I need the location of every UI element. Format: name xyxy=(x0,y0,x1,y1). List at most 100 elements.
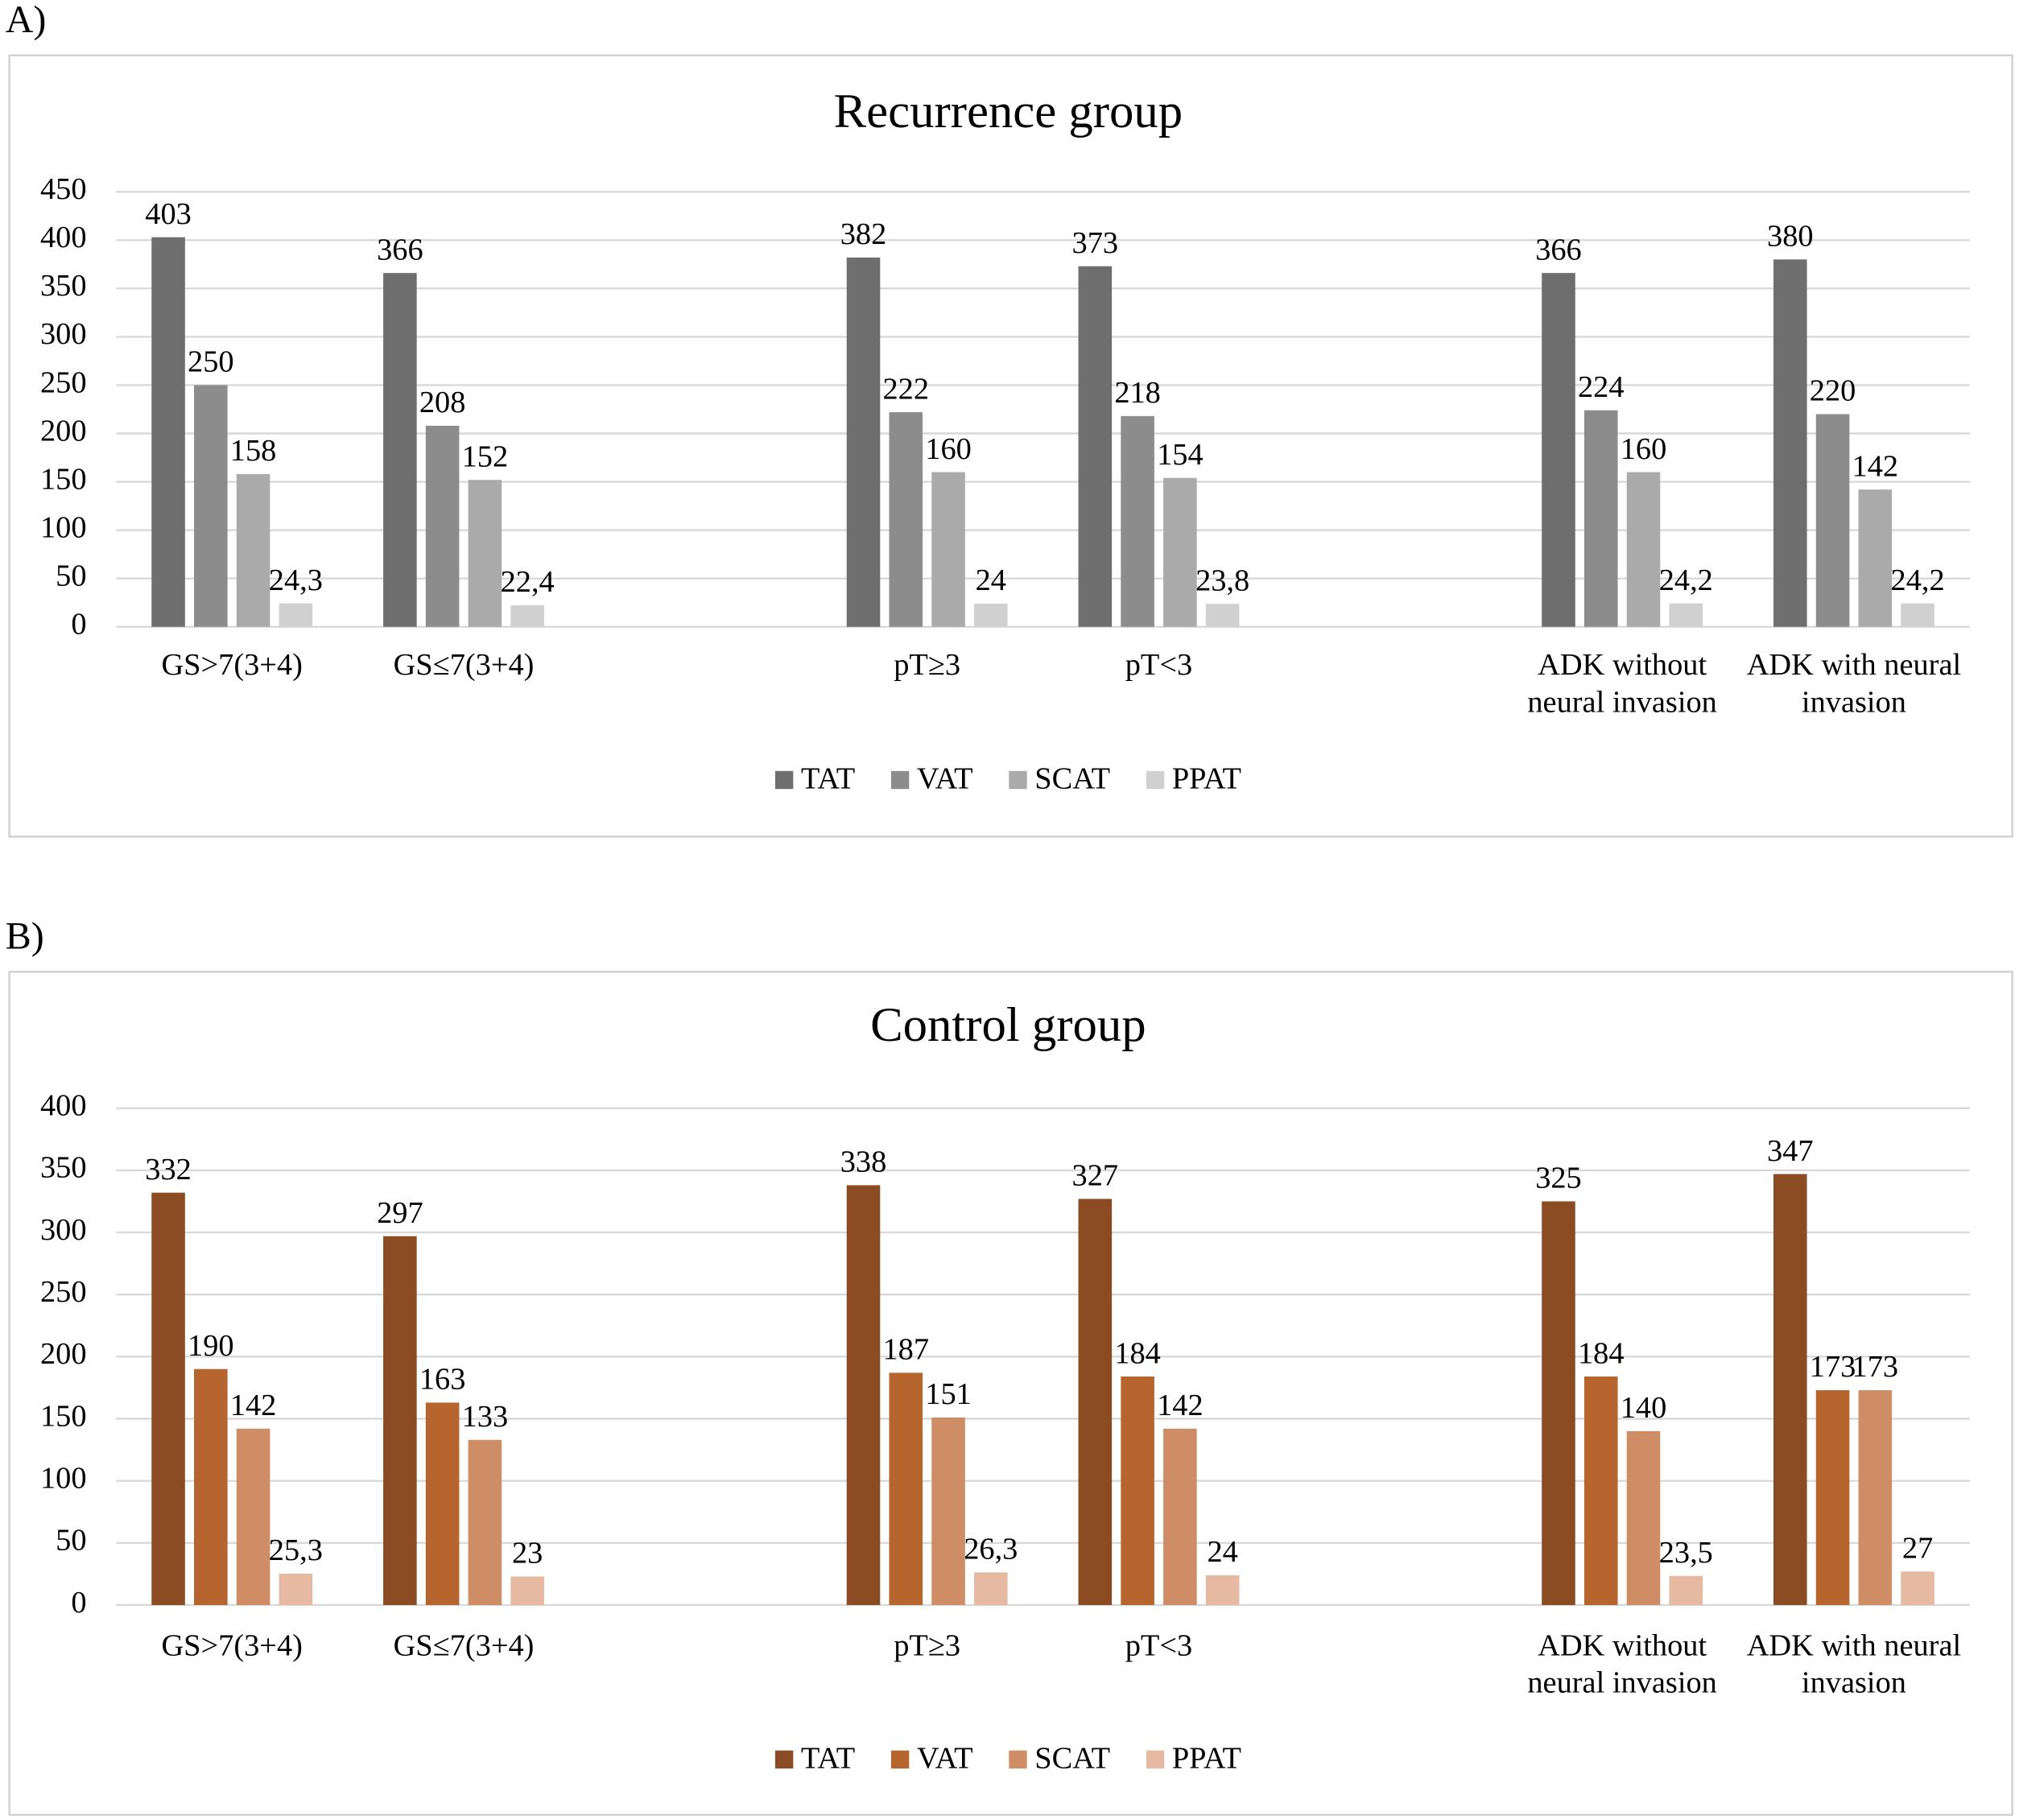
x-tick-label: ADK with neural invasion xyxy=(1746,648,1962,720)
bar xyxy=(383,273,417,627)
x-tick-label-box: pT<3 xyxy=(1125,648,1193,683)
bar xyxy=(383,1236,417,1605)
data-label: 24 xyxy=(1207,1535,1237,1569)
bar xyxy=(1205,1574,1240,1605)
x-tick-label-box: GS≤7(3+4) xyxy=(393,1629,535,1663)
bar xyxy=(1163,477,1197,627)
chart-title: Control group xyxy=(870,998,1146,1052)
data-label: 24,2 xyxy=(1891,563,1945,597)
data-label: 158 xyxy=(230,434,277,468)
bar xyxy=(846,257,881,627)
bar xyxy=(1626,472,1661,627)
data-label: 190 xyxy=(188,1329,234,1363)
data-label: 297 xyxy=(377,1196,423,1230)
y-tick-label: 250 xyxy=(40,365,87,399)
data-label: 24,3 xyxy=(269,563,323,597)
data-label: 373 xyxy=(1072,226,1119,260)
data-label: 403 xyxy=(145,197,192,231)
chart-frame xyxy=(8,54,2013,838)
data-label: 163 xyxy=(419,1363,466,1397)
x-tick-label-box: GS≤7(3+4) xyxy=(393,648,535,683)
data-label: 142 xyxy=(1157,1389,1204,1422)
y-tick-label: 50 xyxy=(56,1524,86,1558)
data-label: 250 xyxy=(188,345,234,379)
y-tick-label: 400 xyxy=(40,221,87,254)
y-tick-label: 300 xyxy=(40,1213,87,1247)
legend-label: SCAT xyxy=(1034,761,1110,795)
bar xyxy=(151,1192,185,1605)
data-label: 338 xyxy=(840,1145,887,1179)
bar xyxy=(889,1372,923,1605)
data-label: 173 xyxy=(1810,1350,1856,1384)
bar xyxy=(1078,266,1113,627)
bar xyxy=(1773,1174,1807,1605)
data-label: 332 xyxy=(145,1153,192,1187)
bar xyxy=(1901,603,1934,627)
panel-label: A) xyxy=(6,0,47,41)
data-label: 23 xyxy=(512,1537,543,1570)
bar xyxy=(1542,1201,1575,1605)
x-tick-label: pT<3 xyxy=(1125,648,1193,683)
y-tick-label: 0 xyxy=(71,1586,86,1620)
bar xyxy=(1773,259,1807,627)
data-label: 224 xyxy=(1578,370,1625,404)
y-tick-label: 350 xyxy=(40,269,87,303)
x-tick-label-box: ADK with neural invasion xyxy=(1746,648,1962,720)
data-label: 22,4 xyxy=(501,565,555,599)
bar xyxy=(510,1576,544,1605)
y-tick-label: 150 xyxy=(40,1399,87,1433)
x-tick-label-box: ADK with neural invasion xyxy=(1747,1629,1961,1700)
data-label: 184 xyxy=(1578,1336,1625,1370)
x-tick-label: GS>7(3+4) xyxy=(161,648,303,683)
data-label: 208 xyxy=(419,386,466,419)
data-label: 24,2 xyxy=(1659,563,1713,597)
y-tick-label: 200 xyxy=(40,414,87,448)
bar xyxy=(236,473,270,627)
x-tick-label-box: ADK without neural invasion xyxy=(1527,1629,1717,1700)
bar xyxy=(1121,1376,1154,1605)
data-label: 347 xyxy=(1767,1134,1814,1168)
legend-label: TAT xyxy=(801,1741,855,1775)
bar xyxy=(974,603,1008,627)
data-label: 152 xyxy=(462,440,509,473)
data-label: 218 xyxy=(1114,376,1161,410)
x-tick-label: pT≥3 xyxy=(894,648,961,683)
legend-swatch xyxy=(1146,770,1165,790)
y-tick-label: 0 xyxy=(71,608,86,642)
y-tick-label: 350 xyxy=(40,1151,87,1185)
data-label: 366 xyxy=(1535,233,1582,266)
bar xyxy=(889,412,923,627)
y-tick-label: 400 xyxy=(40,1089,87,1123)
x-tick-label: ADK without neural invasion xyxy=(1527,648,1717,720)
bar xyxy=(931,1417,965,1605)
data-label: 325 xyxy=(1535,1162,1582,1195)
y-tick-label: 300 xyxy=(40,317,87,351)
legend-label: PPAT xyxy=(1172,1741,1241,1775)
data-label: 187 xyxy=(883,1333,930,1367)
x-tick-label-box: pT<3 xyxy=(1125,1629,1192,1663)
bar xyxy=(194,1368,228,1605)
legend-swatch xyxy=(774,770,794,790)
data-label: 173 xyxy=(1852,1350,1899,1384)
data-label: 160 xyxy=(925,432,972,466)
bar xyxy=(1205,604,1240,627)
data-label: 142 xyxy=(230,1389,277,1422)
chart-frame xyxy=(8,971,2013,1816)
y-tick-label: 50 xyxy=(56,559,86,592)
x-tick-label: pT≥3 xyxy=(894,1629,961,1663)
bar xyxy=(1858,489,1893,627)
data-label: 366 xyxy=(377,233,423,266)
bar xyxy=(1078,1199,1113,1605)
legend-swatch xyxy=(1009,770,1027,790)
bar xyxy=(279,1573,313,1605)
data-label: 140 xyxy=(1621,1391,1667,1425)
x-tick-label: GS≤7(3+4) xyxy=(393,1629,535,1663)
y-tick-label: 200 xyxy=(40,1337,87,1371)
bar xyxy=(236,1428,270,1605)
legend-swatch xyxy=(1009,1750,1027,1769)
bar xyxy=(425,425,460,627)
bar xyxy=(846,1185,881,1605)
x-tick-label: GS≤7(3+4) xyxy=(393,648,535,683)
legend-label: PPAT xyxy=(1172,761,1241,795)
